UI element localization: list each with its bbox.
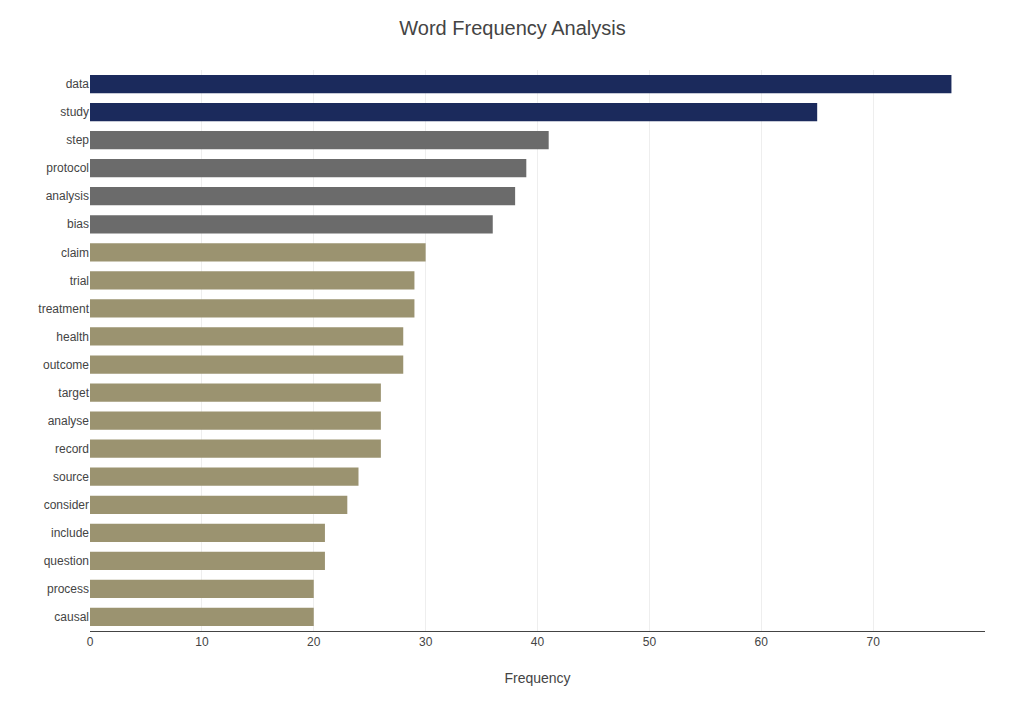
svg-text:health: health (56, 330, 89, 344)
svg-text:consider: consider (44, 498, 89, 512)
svg-text:outcome: outcome (43, 358, 89, 372)
svg-text:target: target (58, 386, 89, 400)
svg-text:step: step (66, 133, 89, 147)
svg-text:question: question (44, 554, 89, 568)
svg-text:source: source (53, 470, 89, 484)
svg-text:study: study (60, 105, 89, 119)
svg-text:claim: claim (61, 246, 89, 260)
svg-text:process: process (47, 582, 89, 596)
svg-text:30: 30 (419, 635, 433, 649)
svg-text:data: data (66, 77, 90, 91)
svg-text:causal: causal (54, 610, 89, 624)
svg-text:bias: bias (67, 217, 89, 231)
svg-text:50: 50 (643, 635, 657, 649)
svg-text:analysis: analysis (46, 189, 89, 203)
svg-text:Word Frequency Analysis: Word Frequency Analysis (399, 17, 625, 39)
svg-text:trial: trial (70, 274, 89, 288)
svg-text:analyse: analyse (48, 414, 90, 428)
svg-text:70: 70 (866, 635, 880, 649)
svg-text:treatment: treatment (38, 302, 89, 316)
svg-text:60: 60 (755, 635, 769, 649)
svg-text:record: record (55, 442, 89, 456)
svg-text:40: 40 (531, 635, 545, 649)
svg-text:Frequency: Frequency (504, 670, 570, 686)
svg-text:include: include (51, 526, 89, 540)
svg-text:0: 0 (87, 635, 94, 649)
svg-text:10: 10 (195, 635, 209, 649)
svg-text:20: 20 (307, 635, 321, 649)
svg-text:protocol: protocol (46, 161, 89, 175)
